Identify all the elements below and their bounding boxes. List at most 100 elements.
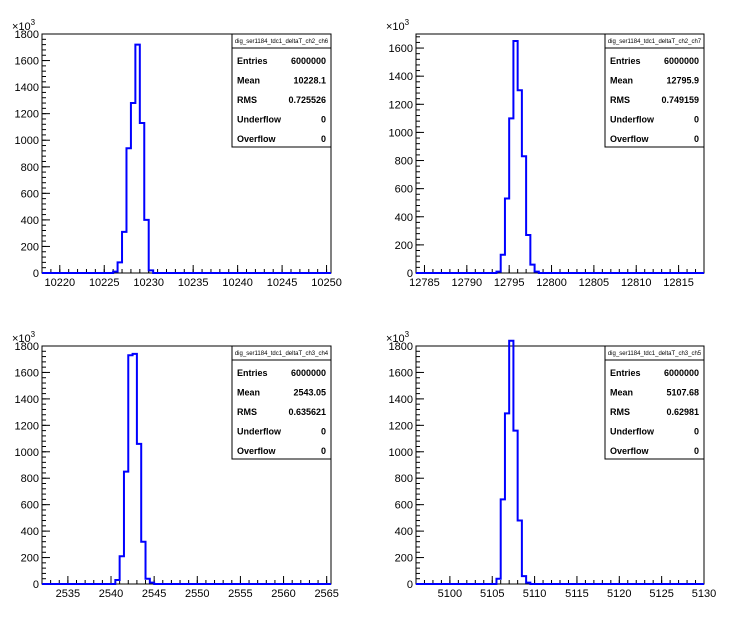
y-tick-label: 200: [395, 553, 413, 565]
y-exponent-power: 3: [405, 18, 410, 27]
stats-label: Overflow: [610, 446, 650, 456]
stats-box: dig_ser1184_tdc1_deltaT_ch2_ch7 Entries 60…: [604, 33, 705, 148]
stats-label: Underflow: [610, 427, 655, 437]
y-tick-label: 0: [407, 579, 413, 591]
stats-title: dig_ser1184_tdc1_deltaT_ch3_ch4: [235, 351, 329, 357]
y-tick-label: 1400: [389, 71, 413, 83]
y-tick-label: 1000: [15, 135, 39, 147]
y-tick-label: 800: [21, 162, 39, 174]
stats-label: RMS: [237, 95, 257, 105]
x-tick-label: 5130: [692, 588, 716, 600]
y-exponent-label: ×103: [12, 330, 36, 345]
y-tick-label: 1600: [389, 367, 413, 379]
stats-value: 0: [694, 446, 699, 456]
y-tick-label: 1800: [15, 29, 39, 41]
stats-label: Underflow: [237, 115, 282, 125]
histogram-line: [416, 339, 704, 585]
x-tick-label: 5115: [565, 588, 589, 600]
stats-value: 6000000: [291, 368, 326, 378]
histogram-line: [416, 40, 704, 274]
y-tick-label: 1400: [15, 394, 39, 406]
x-tick-label: 5105: [480, 588, 504, 600]
x-tick-label: 12800: [536, 277, 567, 289]
stats-title: dig_ser1184_tdc1_deltaT_ch2_ch7: [608, 39, 702, 45]
stats-box-frame: [604, 345, 705, 460]
y-tick-label: 400: [395, 212, 413, 224]
x-tick-label: 5120: [607, 588, 631, 600]
x-tick-label: 12795: [494, 277, 525, 289]
x-tick-label: 10250: [311, 277, 342, 289]
x-tick-label: 10240: [222, 277, 253, 289]
stats-label: RMS: [237, 407, 257, 417]
x-tick-label: 5125: [649, 588, 673, 600]
y-tick-label: 800: [395, 473, 413, 485]
x-tick-label: 2555: [228, 588, 252, 600]
stats-value: 10228.1: [293, 76, 326, 86]
y-exponent-label: ×103: [386, 18, 410, 33]
x-tick-label: 10225: [89, 277, 120, 289]
y-tick-label: 1400: [389, 394, 413, 406]
stats-value: 6000000: [664, 56, 699, 66]
histogram-panel-2: 0 200 400 600 800 1000 1200 1400 1600 12785 12790 1…: [386, 18, 705, 289]
x-tick-label: 2560: [271, 588, 295, 600]
histogram-line: [42, 352, 331, 585]
y-tick-label: 1400: [15, 82, 39, 94]
stats-box-frame: [604, 33, 705, 148]
x-tick-label: 5100: [438, 588, 462, 600]
y-tick-label: 1600: [15, 367, 39, 379]
stats-value: 0.725526: [288, 95, 326, 105]
stats-value: 0: [694, 134, 699, 144]
x-tick-label: 2550: [185, 588, 209, 600]
y-tick-label: 200: [395, 240, 413, 252]
y-tick-label: 1200: [15, 109, 39, 121]
y-tick-label: 400: [21, 215, 39, 227]
y-tick-label: 600: [395, 500, 413, 512]
y-tick-label: 400: [395, 526, 413, 538]
stats-box: dig_ser1184_tdc1_deltaT_ch3_ch4 Entries 60…: [231, 345, 332, 460]
stats-label: Overflow: [237, 134, 277, 144]
y-tick-label: 1800: [389, 341, 413, 353]
stats-label: Entries: [237, 56, 268, 66]
y-tick-label: 1200: [389, 420, 413, 432]
histogram-line: [42, 43, 331, 274]
y-exponent-label: ×103: [386, 330, 410, 345]
stats-label: Overflow: [610, 134, 650, 144]
stats-box: dig_ser1184_tdc1_deltaT_ch2_ch6 Entries 60…: [231, 33, 332, 148]
stats-label: Underflow: [610, 115, 655, 125]
y-tick-label: 1000: [389, 447, 413, 459]
x-tick-label: 2535: [56, 588, 80, 600]
stats-value: 0: [694, 115, 699, 125]
histogram-panel-3: 0 200 400 600 800 1000 1200 1400 1600 1800 2535 254…: [12, 330, 339, 600]
histogram-panel-4: 0 200 400 600 800 1000 1200 1400 1600 1800 5100 510…: [386, 330, 716, 600]
stats-value: 6000000: [664, 368, 699, 378]
x-tick-label: 12785: [409, 277, 440, 289]
stats-value: 0.635621: [288, 407, 326, 417]
stats-label: Entries: [237, 368, 268, 378]
y-tick-label: 400: [21, 526, 39, 538]
stats-value: 0.749159: [661, 95, 699, 105]
stats-label: Mean: [610, 76, 633, 86]
stats-label: RMS: [610, 95, 630, 105]
stats-label: Underflow: [237, 427, 282, 437]
x-tick-label: 2540: [99, 588, 123, 600]
stats-box: dig_ser1184_tdc1_deltaT_ch3_ch5 Entries 60…: [604, 345, 705, 460]
y-tick-label: 600: [21, 500, 39, 512]
stats-label: RMS: [610, 407, 630, 417]
x-tick-label: 2545: [142, 588, 166, 600]
stats-box-frame: [231, 345, 332, 460]
x-tick-label: 2565: [314, 588, 338, 600]
stats-value: 0: [321, 446, 326, 456]
stats-title: dig_ser1184_tdc1_deltaT_ch3_ch5: [608, 351, 702, 357]
y-tick-label: 800: [395, 156, 413, 168]
y-tick-label: 1000: [15, 447, 39, 459]
x-tick-label: 10235: [178, 277, 209, 289]
stats-value: 2543.05: [293, 388, 326, 398]
stats-label: Mean: [237, 76, 260, 86]
y-tick-label: 600: [21, 188, 39, 200]
stats-value: 0: [321, 134, 326, 144]
y-tick-label: 1200: [15, 420, 39, 432]
y-tick-label: 800: [21, 473, 39, 485]
y-tick-label: 1600: [15, 56, 39, 68]
y-exponent-label: ×103: [12, 18, 36, 33]
